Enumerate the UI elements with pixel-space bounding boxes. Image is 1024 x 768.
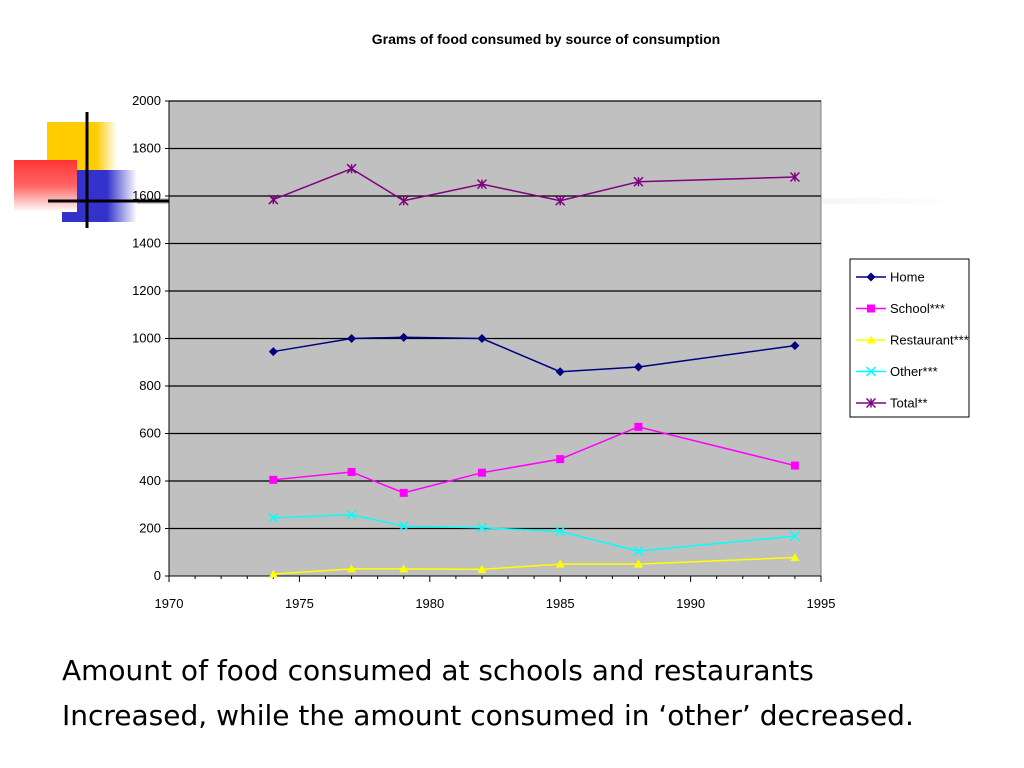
- y-tick-label: 1800: [132, 141, 161, 156]
- legend-entry-restaurant: Restaurant***: [856, 333, 969, 348]
- data-point-other: [633, 546, 644, 557]
- data-point-home: [790, 341, 800, 351]
- data-point-other: [789, 531, 800, 542]
- data-point-restaurant: [268, 569, 278, 578]
- chart-title: Grams of food consumed by source of cons…: [372, 31, 720, 47]
- data-point-school: [790, 461, 799, 470]
- x-tick-label: 1980: [415, 596, 444, 611]
- data-point-restaurant: [633, 559, 643, 568]
- data-point-other: [268, 512, 279, 523]
- data-point-other: [398, 521, 409, 532]
- data-point-restaurant: [347, 564, 357, 573]
- data-point-home: [477, 334, 487, 343]
- y-tick-label: 800: [139, 378, 161, 393]
- x-tick-label: 1970: [155, 596, 184, 611]
- y-tick-label: 600: [139, 426, 161, 441]
- x-tick-label: 1995: [807, 596, 836, 611]
- y-tick-label: 2000: [132, 93, 161, 108]
- data-point-restaurant: [477, 564, 487, 573]
- data-point-other: [555, 526, 566, 537]
- legend-entry-home: Home: [856, 270, 925, 285]
- x-tick-label: 1985: [546, 596, 575, 611]
- legend-entry-school: School***: [856, 301, 945, 316]
- x-tick-label: 1990: [676, 596, 705, 611]
- legend-marker-total: [865, 397, 877, 409]
- y-tick-label: 1600: [132, 188, 161, 203]
- series-restaurant: [268, 552, 800, 578]
- y-tick-label: 400: [139, 473, 161, 488]
- data-point-school: [269, 475, 278, 484]
- data-point-total: [268, 194, 279, 205]
- series-other: [268, 509, 800, 557]
- legend-label: Other***: [890, 364, 938, 379]
- data-point-total: [633, 176, 644, 187]
- legend-label: Restaurant***: [890, 333, 969, 348]
- data-point-restaurant: [555, 559, 565, 568]
- data-point-restaurant: [790, 552, 800, 561]
- legend-label: School***: [890, 301, 945, 316]
- y-tick-label: 200: [139, 521, 161, 536]
- data-point-school: [399, 488, 408, 497]
- legend-marker-other: [865, 366, 877, 377]
- data-point-restaurant: [399, 564, 409, 573]
- data-point-school: [634, 422, 643, 431]
- data-point-home: [399, 332, 409, 342]
- legend-marker-home: [866, 272, 876, 282]
- data-point-total: [346, 163, 357, 174]
- data-point-school: [556, 455, 565, 464]
- legend-marker-restaurant: [866, 335, 876, 344]
- data-point-school: [347, 467, 356, 476]
- y-tick-label: 0: [154, 568, 161, 583]
- slide-caption: Amount of food consumed at schools and r…: [62, 648, 1012, 738]
- series-lines: [268, 163, 800, 578]
- series-total: [268, 163, 800, 206]
- data-point-home: [347, 334, 357, 343]
- y-tick-label: 1000: [132, 331, 161, 346]
- data-point-home: [268, 347, 278, 357]
- legend-label: Home: [890, 270, 925, 285]
- data-point-other: [346, 509, 357, 520]
- data-point-total: [789, 171, 800, 183]
- legend-label: Total**: [890, 396, 928, 411]
- axes: 0 200 400 600 800 1000 1200 1400 1600 1800 2000 197…: [132, 93, 835, 611]
- y-tick-label: 1400: [132, 236, 161, 251]
- legend-marker-school: [867, 304, 875, 313]
- series-school: [269, 422, 799, 497]
- data-point-school: [477, 468, 486, 477]
- data-point-total: [476, 179, 487, 190]
- caption-line-2: Increased, while the amount consumed in …: [62, 699, 914, 732]
- data-point-home: [555, 367, 565, 377]
- caption-line-1: Amount of food consumed at schools and r…: [62, 654, 814, 687]
- legend-entry-other: Other***: [856, 364, 938, 379]
- deco-red-square: [14, 160, 77, 212]
- legend: Home School*** Restaurant*** Other*** Total*…: [849, 258, 970, 418]
- y-tick-label: 1200: [132, 283, 161, 298]
- data-point-other: [476, 522, 487, 533]
- data-point-total: [398, 195, 409, 206]
- data-point-home: [633, 362, 643, 372]
- series-home: [268, 332, 800, 377]
- x-tick-label: 1975: [285, 596, 314, 611]
- legend-entry-total: Total**: [856, 396, 928, 411]
- data-point-total: [555, 195, 566, 206]
